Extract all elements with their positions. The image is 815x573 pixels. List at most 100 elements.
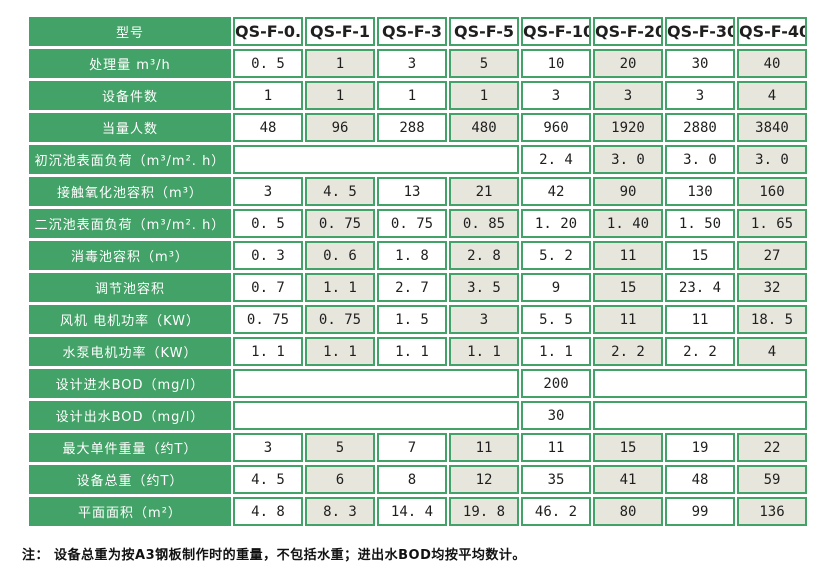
data-cell: 1. 1 [521,337,591,366]
data-cell: 6 [305,465,375,494]
data-cell: 12 [449,465,519,494]
data-cell: 0. 75 [233,305,303,334]
data-cell: 11 [593,305,663,334]
data-cell: 1. 65 [737,209,807,238]
data-cell: 1 [377,81,447,110]
data-cell: 59 [737,465,807,494]
data-cell: 3840 [737,113,807,142]
data-cell: 136 [737,497,807,526]
data-cell: 14. 4 [377,497,447,526]
data-cell: 8 [377,465,447,494]
merged-cell [233,401,519,430]
data-cell: 4 [737,81,807,110]
data-cell: 2. 2 [665,337,735,366]
col-header: QS-F-10 [521,17,591,46]
table-row: 风机 电机功率（KW） 0. 75 0. 75 1. 5 3 5. 5 11 11 18. 5 [29,305,807,334]
table-row: 设备件数 1 1 1 1 3 3 3 4 [29,81,807,110]
data-cell: 1. 5 [377,305,447,334]
table-row: 消毒池容积（m³） 0. 3 0. 6 1. 8 2. 8 5. 2 11 15 27 [29,241,807,270]
col-header: QS-F-40 [737,17,807,46]
row-label: 调节池容积 [29,273,231,302]
data-cell: 96 [305,113,375,142]
data-cell: 1 [233,81,303,110]
data-cell: 3 [521,81,591,110]
data-cell: 27 [737,241,807,270]
data-cell: 11 [665,305,735,334]
row-label: 接触氧化池容积（m³） [29,177,231,206]
data-cell: 2. 8 [449,241,519,270]
data-cell: 4. 8 [233,497,303,526]
col-header: QS-F-5 [449,17,519,46]
data-cell: 0. 5 [233,49,303,78]
row-label: 设计出水BOD（mg/l） [29,401,231,430]
data-cell: 5 [305,433,375,462]
table-row: 设备总重（约T） 4. 5 6 8 12 35 41 48 59 [29,465,807,494]
data-cell: 1. 1 [305,273,375,302]
row-label: 初沉池表面负荷（m³/m². h） [29,145,231,174]
data-cell: 35 [521,465,591,494]
data-cell: 1. 40 [593,209,663,238]
data-cell: 3 [665,81,735,110]
data-cell: 10 [521,49,591,78]
row-label: 设计进水BOD（mg/l） [29,369,231,398]
data-cell: 23. 4 [665,273,735,302]
col-header: QS-F-0. 5 [233,17,303,46]
data-cell: 3. 0 [593,145,663,174]
data-cell: 1. 8 [377,241,447,270]
data-cell: 48 [665,465,735,494]
table-row: 平面面积（m²） 4. 8 8. 3 14. 4 19. 8 46. 2 80 99 136 [29,497,807,526]
data-cell: 2. 4 [521,145,591,174]
merged-cell [233,145,519,174]
data-cell: 8. 3 [305,497,375,526]
data-cell: 2. 7 [377,273,447,302]
table-row: 设计出水BOD（mg/l） 30 [29,401,807,430]
data-cell: 480 [449,113,519,142]
data-cell: 41 [593,465,663,494]
data-cell: 11 [593,241,663,270]
data-cell: 200 [521,369,591,398]
data-cell: 80 [593,497,663,526]
data-cell: 288 [377,113,447,142]
table-row: 当量人数 48 96 288 480 960 1920 2880 3840 [29,113,807,142]
data-cell: 22 [737,433,807,462]
data-cell: 1920 [593,113,663,142]
row-label: 当量人数 [29,113,231,142]
data-cell: 0. 75 [305,209,375,238]
data-cell: 160 [737,177,807,206]
merged-cell [593,401,807,430]
spec-table-body: 处理量 m³/h 0. 5 1 3 5 10 20 30 40 设备件数 1 1 1 1 3 3 3 4 当量人数 4… [29,49,807,526]
data-cell: 11 [521,433,591,462]
data-cell: 3 [593,81,663,110]
data-cell: 130 [665,177,735,206]
data-cell: 15 [593,273,663,302]
data-cell: 4. 5 [233,465,303,494]
col-header: QS-F-1 [305,17,375,46]
data-cell: 1. 50 [665,209,735,238]
data-cell: 0. 7 [233,273,303,302]
data-cell: 3. 0 [665,145,735,174]
data-cell: 1. 1 [449,337,519,366]
data-cell: 4. 5 [305,177,375,206]
model-header-label: 型号 [29,17,231,46]
data-cell: 4 [737,337,807,366]
col-header: QS-F-20 [593,17,663,46]
data-cell: 5 [449,49,519,78]
data-cell: 3 [449,305,519,334]
row-label: 平面面积（m²） [29,497,231,526]
data-cell: 0. 85 [449,209,519,238]
data-cell: 40 [737,49,807,78]
row-label: 二沉池表面负荷（m³/m². h） [29,209,231,238]
row-label: 处理量 m³/h [29,49,231,78]
data-cell: 2. 2 [593,337,663,366]
merged-cell [593,369,807,398]
table-row: 接触氧化池容积（m³） 3 4. 5 13 21 42 90 130 160 [29,177,807,206]
data-cell: 0. 6 [305,241,375,270]
data-cell: 3 [233,177,303,206]
col-header: QS-F-3 [377,17,447,46]
row-label: 风机 电机功率（KW） [29,305,231,334]
data-cell: 15 [593,433,663,462]
data-cell: 18. 5 [737,305,807,334]
